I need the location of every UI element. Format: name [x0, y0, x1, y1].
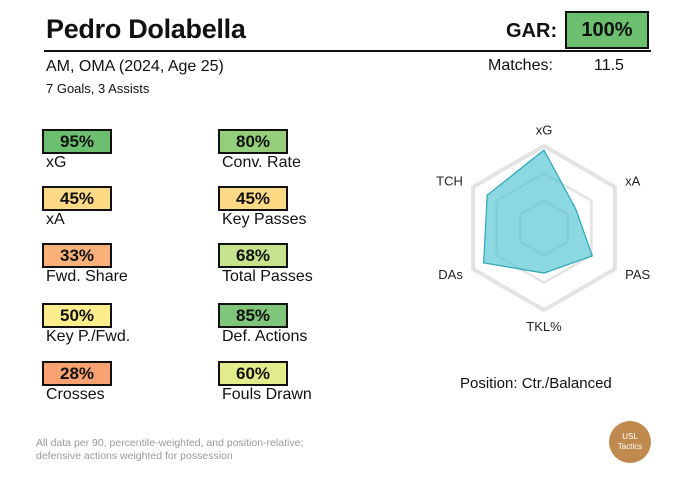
radar-axis-label: DAs — [438, 267, 463, 282]
gar-label: GAR: — [506, 20, 558, 42]
metric-value-badge: 68% — [218, 243, 288, 268]
matches-label: Matches: — [488, 57, 553, 74]
header-divider — [44, 50, 651, 52]
player-name: Pedro Dolabella — [46, 14, 246, 44]
footnote-line-1: All data per 90, percentile-weighted, an… — [36, 437, 304, 449]
goals-assists-line: 7 Goals, 3 Assists — [46, 81, 150, 96]
logo-line-1: USL — [622, 432, 638, 441]
radar-data-area — [483, 149, 594, 274]
radar-axis-label: xA — [625, 173, 641, 188]
footnote-line-2: defensive actions weighted for possessio… — [36, 450, 233, 462]
metric-value-badge: 50% — [42, 303, 112, 328]
gar-value-badge: 100% — [565, 11, 649, 49]
radar-grid-ring — [470, 143, 618, 313]
radar-axis-label: PAS — [625, 267, 650, 282]
metric-label: Conv. Rate — [222, 154, 301, 171]
metric-label: Total Passes — [222, 268, 313, 285]
metric-value-badge: 60% — [218, 361, 288, 386]
metric-label: Def. Actions — [222, 328, 308, 345]
usl-tactics-logo: USL Tactics — [609, 421, 651, 463]
metric-label: Fouls Drawn — [222, 386, 312, 403]
player-subtitle: AM, OMA (2024, Age 25) — [46, 58, 224, 75]
metric-label: Fwd. Share — [46, 268, 128, 285]
metric-label: Key P./Fwd. — [46, 328, 131, 345]
metric-value-badge: 33% — [42, 243, 112, 268]
metric-label: Crosses — [46, 386, 105, 403]
radar-axis-label: TCH — [436, 173, 463, 188]
metric-label: xG — [46, 154, 67, 171]
radar-axis-label: TKL% — [526, 319, 562, 334]
metric-value-badge: 45% — [218, 186, 288, 211]
matches-value: 11.5 — [594, 57, 624, 74]
metric-label: xA — [46, 211, 65, 228]
metric-value-badge: 28% — [42, 361, 112, 386]
metric-value-badge: 95% — [42, 129, 112, 154]
position-text: Position: Ctr./Balanced — [460, 375, 612, 392]
metric-label: Key Passes — [222, 211, 307, 228]
metric-value-badge: 80% — [218, 129, 288, 154]
radar-axis-label: xG — [536, 122, 553, 137]
radar-chart: xG xA PAS TKL% DAs TCH — [436, 122, 650, 334]
logo-line-2: Tactics — [617, 442, 643, 451]
footnote: All data per 90, percentile-weighted, an… — [36, 437, 356, 463]
metric-value-badge: 85% — [218, 303, 288, 328]
metric-value-badge: 45% — [42, 186, 112, 211]
